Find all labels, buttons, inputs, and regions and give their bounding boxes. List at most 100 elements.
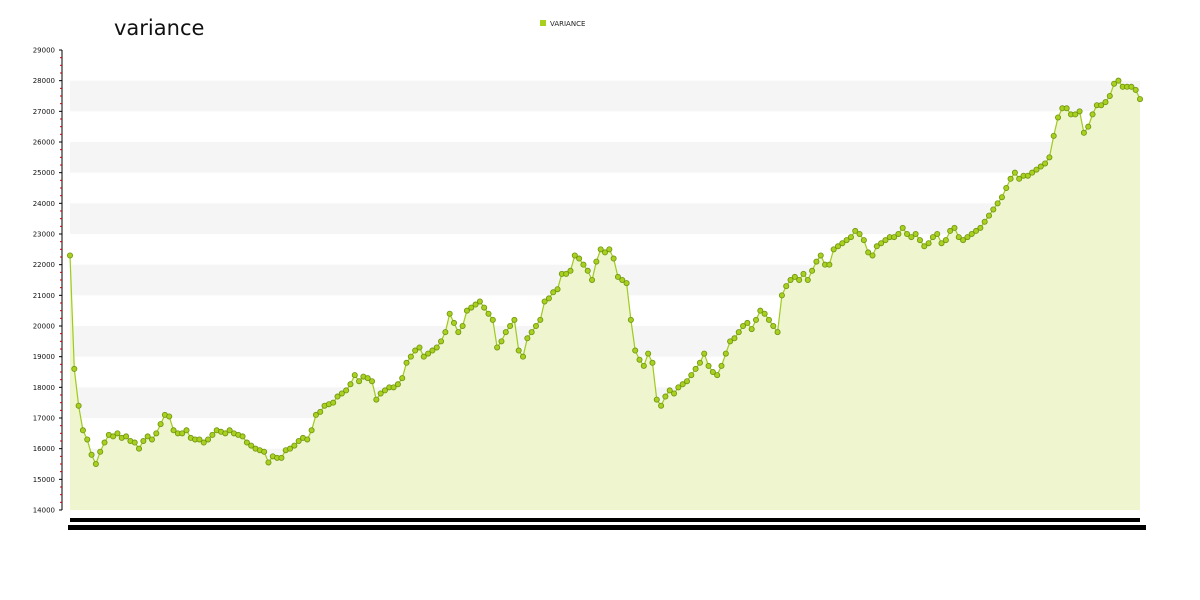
data-point: [666, 387, 673, 394]
data-point: [938, 240, 945, 247]
x-axis: [68, 518, 1146, 530]
data-point: [511, 316, 518, 323]
data-point: [614, 273, 621, 280]
data-point: [1089, 111, 1096, 118]
data-point: [394, 381, 401, 388]
data-point: [1037, 163, 1044, 170]
data-point: [1055, 114, 1062, 121]
data-point: [701, 350, 708, 357]
data-point: [610, 255, 617, 262]
data-point: [442, 329, 449, 336]
data-point: [101, 439, 108, 446]
data-point: [1115, 77, 1122, 84]
markers-layer: [67, 77, 1144, 467]
legend-swatch: [540, 20, 546, 26]
series-area-fill: [70, 80, 1140, 511]
data-point: [110, 433, 117, 440]
data-point: [541, 298, 548, 305]
data-point: [761, 310, 768, 317]
data-point: [632, 347, 639, 354]
data-point: [1029, 169, 1036, 176]
data-point: [774, 329, 781, 336]
data-point: [584, 267, 591, 274]
data-point: [696, 359, 703, 366]
data-point: [1063, 105, 1070, 112]
data-point: [459, 322, 466, 329]
data-point: [636, 356, 643, 363]
data-point: [1128, 83, 1135, 90]
data-point: [869, 252, 876, 259]
data-point: [809, 267, 816, 274]
data-point: [356, 378, 363, 385]
data-point: [114, 430, 121, 437]
data-point: [908, 234, 915, 241]
data-point: [205, 436, 212, 443]
data-point: [623, 280, 630, 287]
data-point: [834, 243, 841, 250]
data-point: [317, 408, 324, 415]
data-point: [148, 436, 155, 443]
data-point: [343, 387, 350, 394]
data-point: [412, 347, 419, 354]
data-point: [420, 353, 427, 360]
data-point: [200, 439, 207, 446]
data-point: [571, 252, 578, 259]
data-point: [692, 365, 699, 372]
data-point: [826, 261, 833, 268]
data-point: [791, 273, 798, 280]
data-point: [563, 270, 570, 277]
data-point: [925, 240, 932, 247]
data-point: [97, 448, 104, 455]
data-point: [1080, 129, 1087, 136]
data-point: [671, 390, 678, 397]
data-point: [735, 329, 742, 336]
data-point: [856, 230, 863, 237]
data-point: [662, 393, 669, 400]
data-point: [757, 307, 764, 314]
data-point: [679, 381, 686, 388]
data-point: [425, 350, 432, 357]
data-point: [1011, 169, 1018, 176]
legend: VARIANCE: [540, 20, 585, 28]
y-tick-label: 22000: [33, 261, 55, 269]
data-point: [170, 427, 177, 434]
data-point: [731, 335, 738, 342]
data-point: [364, 375, 371, 382]
data-point: [330, 399, 337, 406]
data-point: [1072, 111, 1079, 118]
data-point: [740, 322, 747, 329]
x-axis-tick-band: [68, 525, 1146, 530]
data-point: [813, 258, 820, 265]
data-point: [403, 359, 410, 366]
data-point: [942, 237, 949, 244]
data-point: [1106, 93, 1113, 100]
data-point: [683, 378, 690, 385]
data-point: [507, 322, 514, 329]
data-point: [92, 460, 99, 467]
data-point: [248, 442, 255, 449]
y-axis: 14000 15000 16000 17000 18000 19000 20000 21000…: [33, 47, 63, 515]
data-point: [580, 261, 587, 268]
data-point: [627, 316, 634, 323]
data-point: [295, 437, 302, 444]
data-point: [645, 350, 652, 357]
data-point: [718, 362, 725, 369]
data-point: [921, 243, 928, 250]
data-point: [373, 396, 380, 403]
y-tick-label: 20000: [33, 323, 55, 331]
data-point: [153, 430, 160, 437]
data-point: [658, 402, 665, 409]
data-point: [463, 307, 470, 314]
data-point: [778, 292, 785, 299]
data-point: [123, 433, 130, 440]
data-point: [265, 459, 272, 466]
data-point: [196, 436, 203, 443]
data-point: [1003, 184, 1010, 191]
data-point: [787, 276, 794, 283]
y-tick-label: 15000: [33, 476, 55, 484]
data-point: [438, 338, 445, 345]
data-point: [472, 301, 479, 308]
data-point: [951, 224, 958, 231]
data-point: [524, 335, 531, 342]
